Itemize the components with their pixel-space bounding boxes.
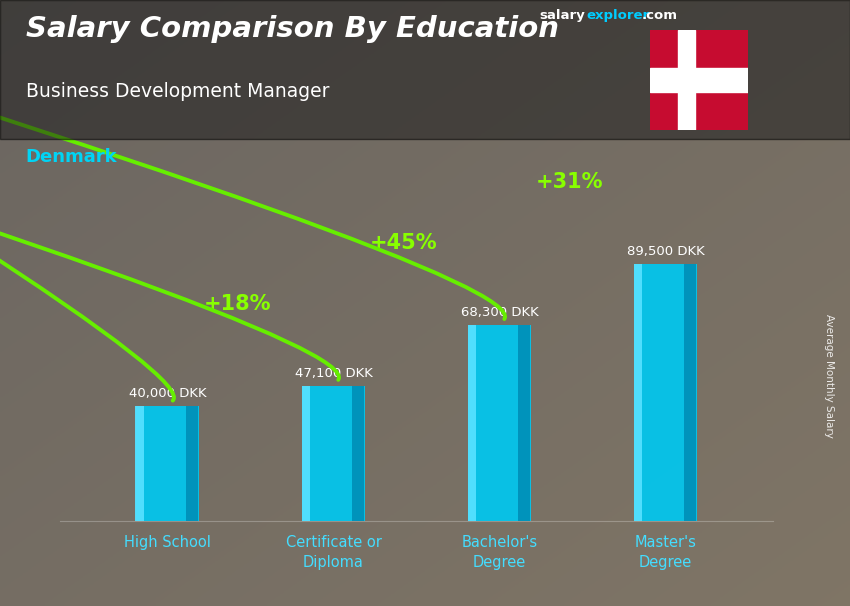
Text: .com: .com	[642, 9, 677, 22]
Bar	[135, 407, 144, 521]
Text: Denmark: Denmark	[26, 148, 117, 167]
Bar	[677, 30, 695, 130]
Text: 47,100 DKK: 47,100 DKK	[295, 367, 372, 379]
Text: Salary Comparison By Education: Salary Comparison By Education	[26, 15, 558, 43]
Bar	[136, 407, 199, 521]
Bar	[468, 325, 530, 521]
Text: Average Monthly Salary: Average Monthly Salary	[824, 314, 834, 438]
Bar	[303, 386, 365, 521]
Bar	[650, 68, 748, 92]
Bar	[352, 386, 364, 521]
Bar	[633, 264, 643, 521]
Text: 89,500 DKK: 89,500 DKK	[626, 245, 705, 258]
Text: +31%: +31%	[536, 173, 603, 193]
Bar	[185, 407, 198, 521]
Text: +18%: +18%	[203, 294, 271, 314]
Text: explorer: explorer	[586, 9, 649, 22]
Bar	[518, 325, 530, 521]
Text: Business Development Manager: Business Development Manager	[26, 82, 329, 101]
Bar	[683, 264, 696, 521]
Bar	[302, 386, 310, 521]
Bar	[468, 325, 476, 521]
Text: +45%: +45%	[370, 233, 437, 253]
Bar	[634, 264, 697, 521]
Text: 68,300 DKK: 68,300 DKK	[461, 306, 538, 319]
Text: 40,000 DKK: 40,000 DKK	[128, 387, 207, 400]
Text: salary: salary	[540, 9, 586, 22]
